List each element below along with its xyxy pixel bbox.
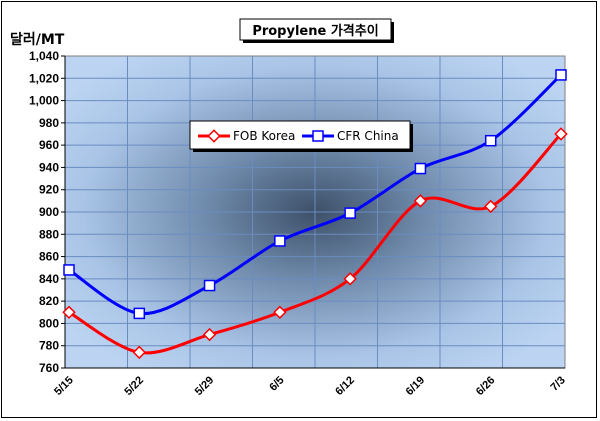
data-point-fob-korea [202,327,217,342]
legend-label-cfr: CFR China [337,129,399,143]
y-tick-label: 900 [39,205,59,219]
y-tick-label: 980 [39,116,59,130]
y-tick-label: 880 [39,227,59,241]
data-point-cfr-china [344,207,356,219]
y-tick-label: 960 [39,138,59,152]
x-tick-label: 6/5 [267,374,286,393]
series-markers [62,69,568,360]
data-point-cfr-china [274,235,286,247]
chart-title: Propylene 가격추이 [252,23,378,39]
x-tick-label: 6/26 [474,374,498,398]
y-tick-label: 1,020 [29,71,59,85]
y-tick-label: 760 [39,361,59,375]
x-axis: 5/15 5/22 5/29 6/5 6/12 6/19 6/26 7/3 [52,367,568,398]
x-tick-label: 6/19 [404,374,428,398]
data-point-fob-korea [413,194,428,208]
data-point-fob-korea [343,272,357,286]
x-tick-label: 7/3 [548,374,567,393]
x-tick-label: 5/15 [52,374,76,398]
y-tick-label: 1,000 [29,94,59,108]
x-tick-label: 5/22 [122,374,146,398]
data-point-cfr-china [414,162,427,175]
y-tick-label: 860 [39,250,59,264]
y-axis: 760 780 800 820 840 860 880 900 920 940 960 980 1,00… [29,49,66,375]
x-tick-label: 5/29 [193,374,217,398]
y-tick-label: 820 [39,294,59,308]
data-point-cfr-china [133,307,146,320]
y-tick-label: 780 [39,339,59,353]
y-tick-label: 1,040 [29,49,59,63]
legend-label-fob: FOB Korea [233,129,295,143]
y-tick-label: 800 [39,316,59,330]
data-point-fob-korea [483,199,498,214]
data-point-cfr-china [203,279,216,292]
y-tick-label: 940 [39,160,59,174]
y-tick-label: 920 [39,183,59,197]
legend-marker-cfr [312,130,324,142]
x-tick-label: 6/12 [333,374,357,398]
data-point-cfr-china [484,134,497,147]
title-box [239,18,392,41]
data-point-fob-korea [554,127,568,141]
legend: FOB Korea CFR China [189,120,413,152]
y-tick-label: 840 [39,272,59,286]
data-point-cfr-china [63,264,75,276]
data-point-cfr-china [555,69,567,81]
legend-marker-fob [207,129,221,143]
data-point-fob-korea [273,305,287,320]
data-point-fob-korea [132,345,147,360]
data-point-fob-korea [62,305,76,320]
y-axis-label: 달러/MT [10,32,65,48]
